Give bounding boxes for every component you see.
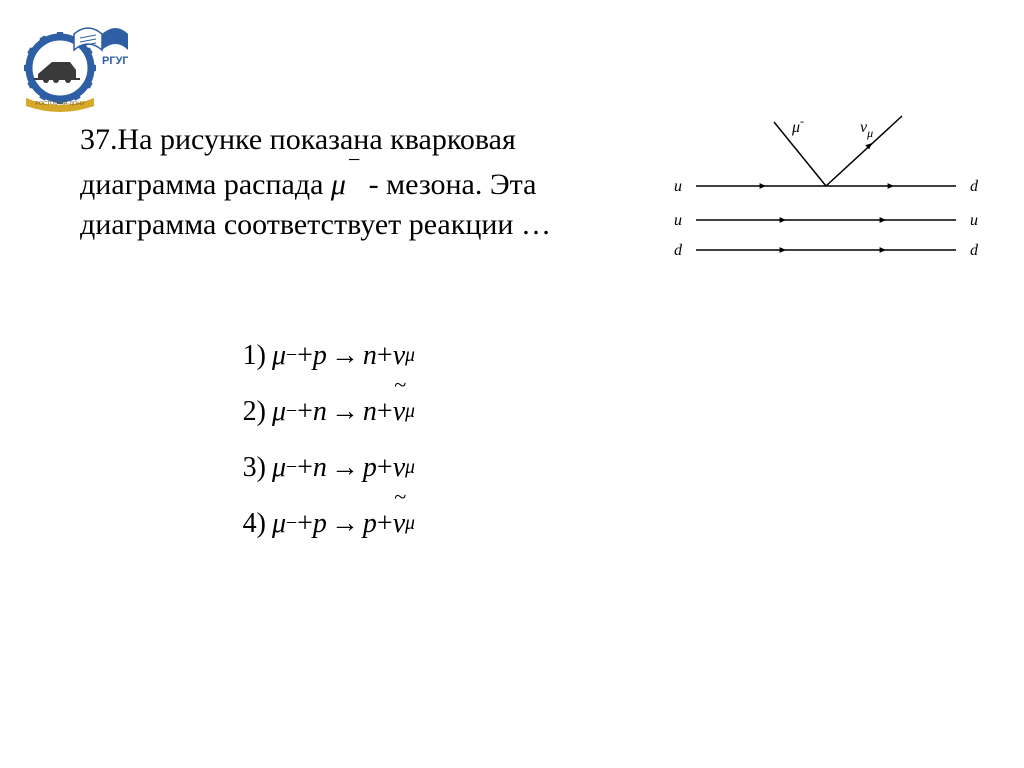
answer-list: 1) μ− + p→n+ νμ2) μ− + n→n+ νμ3) μ− + n→…	[220, 328, 415, 552]
answer-option: 2) μ− + n→n+ νμ	[220, 384, 415, 440]
question-number: 37.	[80, 123, 118, 156]
svg-text:μ-: μ-	[791, 114, 804, 136]
answer-option: 3) μ− + n→p+ νμ	[220, 440, 415, 496]
answer-option: 4) μ− + p→p+ νμ	[220, 496, 415, 552]
svg-text:u: u	[970, 212, 978, 229]
svg-text:d: d	[970, 178, 979, 195]
svg-text:d: d	[674, 242, 683, 259]
question-text: 37.На рисунке показана кварковая диаграм…	[80, 120, 640, 246]
question-particle: μ−	[331, 168, 361, 201]
svg-text:u: u	[674, 178, 682, 195]
university-logo: РГУПС РОСТОВ-НА-ДОНУ	[18, 22, 128, 114]
svg-text:νμ: νμ	[860, 119, 873, 140]
svg-text:u: u	[674, 212, 682, 229]
svg-text:d: d	[970, 242, 979, 259]
logo-text: РГУПС	[102, 55, 128, 67]
logo-subtext: РОСТОВ-НА-ДОНУ	[35, 101, 85, 107]
answer-option: 1) μ− + p→n+ νμ	[220, 328, 415, 384]
quark-diagram: μ-νμuduudd	[656, 108, 996, 278]
